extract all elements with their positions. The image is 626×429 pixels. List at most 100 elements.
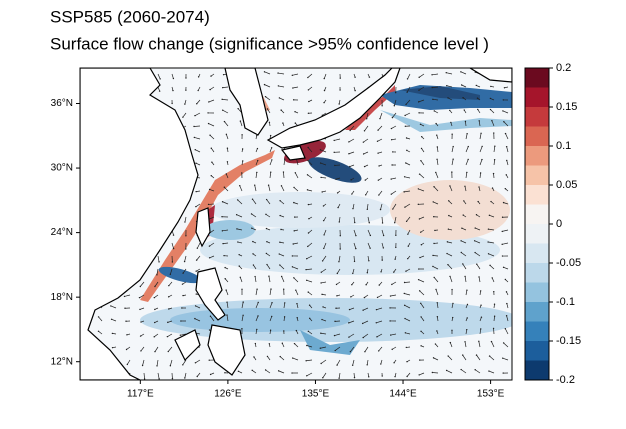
arrow: [451, 159, 454, 166]
arrow: [157, 372, 160, 379]
arrow: [362, 307, 369, 311]
arrow: [465, 159, 469, 166]
arrow: [307, 73, 313, 78]
arrow-head: [166, 335, 169, 338]
arrow-head: [337, 206, 339, 209]
arrow: [195, 305, 201, 309]
arrow: [267, 108, 271, 114]
arrow-head: [140, 350, 142, 352]
arrow-head: [450, 121, 452, 124]
arrow: [167, 320, 173, 323]
arrow-head: [195, 190, 197, 193]
arrow-head: [252, 240, 254, 243]
arrow-head: [195, 270, 197, 272]
arrow: [378, 177, 383, 181]
arrow-head: [209, 88, 211, 91]
arrow: [446, 370, 453, 374]
arrow: [157, 73, 161, 80]
arrow-head: [252, 264, 255, 266]
arrow-head: [257, 301, 259, 304]
arrow-head: [141, 364, 144, 367]
arrow: [222, 201, 229, 205]
arrow-head: [460, 240, 462, 242]
arrow: [180, 333, 187, 336]
arrow-head: [501, 243, 503, 246]
arrow-head: [502, 110, 504, 112]
arrow: [156, 268, 159, 275]
colorbar-band: [525, 204, 549, 225]
arrow: [281, 276, 285, 283]
arrow-head: [320, 282, 322, 284]
arrow-head: [504, 132, 507, 135]
arrow: [404, 176, 411, 179]
arrow-head: [221, 98, 223, 101]
arrow: [308, 229, 313, 234]
arrow-head: [477, 200, 479, 203]
arrow-head: [405, 220, 408, 223]
arrow-head: [404, 332, 407, 334]
arrow-head: [158, 261, 160, 263]
arrow-head: [376, 140, 379, 143]
arrow: [505, 328, 509, 335]
arrow: [153, 333, 159, 338]
arrow: [392, 203, 397, 210]
arrow-head: [338, 261, 340, 263]
arrow-head: [208, 359, 210, 361]
arrow-head: [323, 101, 325, 104]
arrow: [405, 268, 411, 272]
arrow-head: [294, 172, 297, 174]
arrow: [376, 320, 383, 324]
arrow: [307, 174, 313, 179]
arrow: [448, 200, 453, 205]
arrow-head: [375, 322, 377, 324]
arrow: [154, 281, 159, 287]
arrow-head: [338, 221, 340, 223]
colorbar-band: [525, 321, 549, 342]
arrow: [236, 228, 243, 231]
arrow: [420, 160, 425, 166]
arrow: [493, 316, 495, 322]
arrow-head: [282, 122, 284, 124]
arrow-head: [364, 179, 367, 181]
arrow-head: [390, 127, 393, 130]
arrow-head: [445, 72, 447, 74]
arrow-head: [283, 330, 285, 332]
arrow: [367, 242, 371, 249]
arrow-head: [369, 234, 372, 237]
arrow-head: [256, 171, 258, 174]
arrow: [321, 268, 327, 273]
arrow-head: [417, 188, 420, 190]
arrow: [365, 190, 369, 196]
arrow-head: [336, 272, 338, 275]
arrow: [265, 214, 271, 218]
arrow: [338, 255, 341, 262]
arrow-head: [380, 271, 382, 273]
arrow-head: [505, 174, 507, 176]
arrow-head: [307, 232, 310, 234]
arrow-head: [348, 153, 350, 155]
arrow: [503, 121, 509, 127]
arrow-head: [432, 254, 434, 257]
arrow: [281, 185, 285, 192]
arrow-head: [449, 341, 452, 344]
x-tick-label: 144°E: [389, 389, 417, 400]
arrow: [502, 242, 509, 245]
arrow-head: [139, 308, 141, 311]
arrow-head: [293, 230, 295, 232]
arrow-head: [224, 266, 226, 269]
arrow-head: [476, 97, 479, 99]
arrow-head: [474, 251, 476, 254]
arrow-head: [448, 214, 450, 217]
arrow: [362, 333, 369, 338]
arrow-head: [308, 317, 311, 320]
arrow: [251, 227, 257, 231]
arrow: [223, 242, 229, 244]
arrow-head: [184, 377, 186, 379]
arrow-head: [464, 185, 466, 187]
arrow-head: [418, 290, 421, 292]
arrow-head: [403, 281, 406, 284]
arrow: [266, 264, 271, 270]
arrow: [209, 86, 215, 90]
arrow-head: [492, 327, 495, 330]
arrow-head: [377, 152, 379, 154]
